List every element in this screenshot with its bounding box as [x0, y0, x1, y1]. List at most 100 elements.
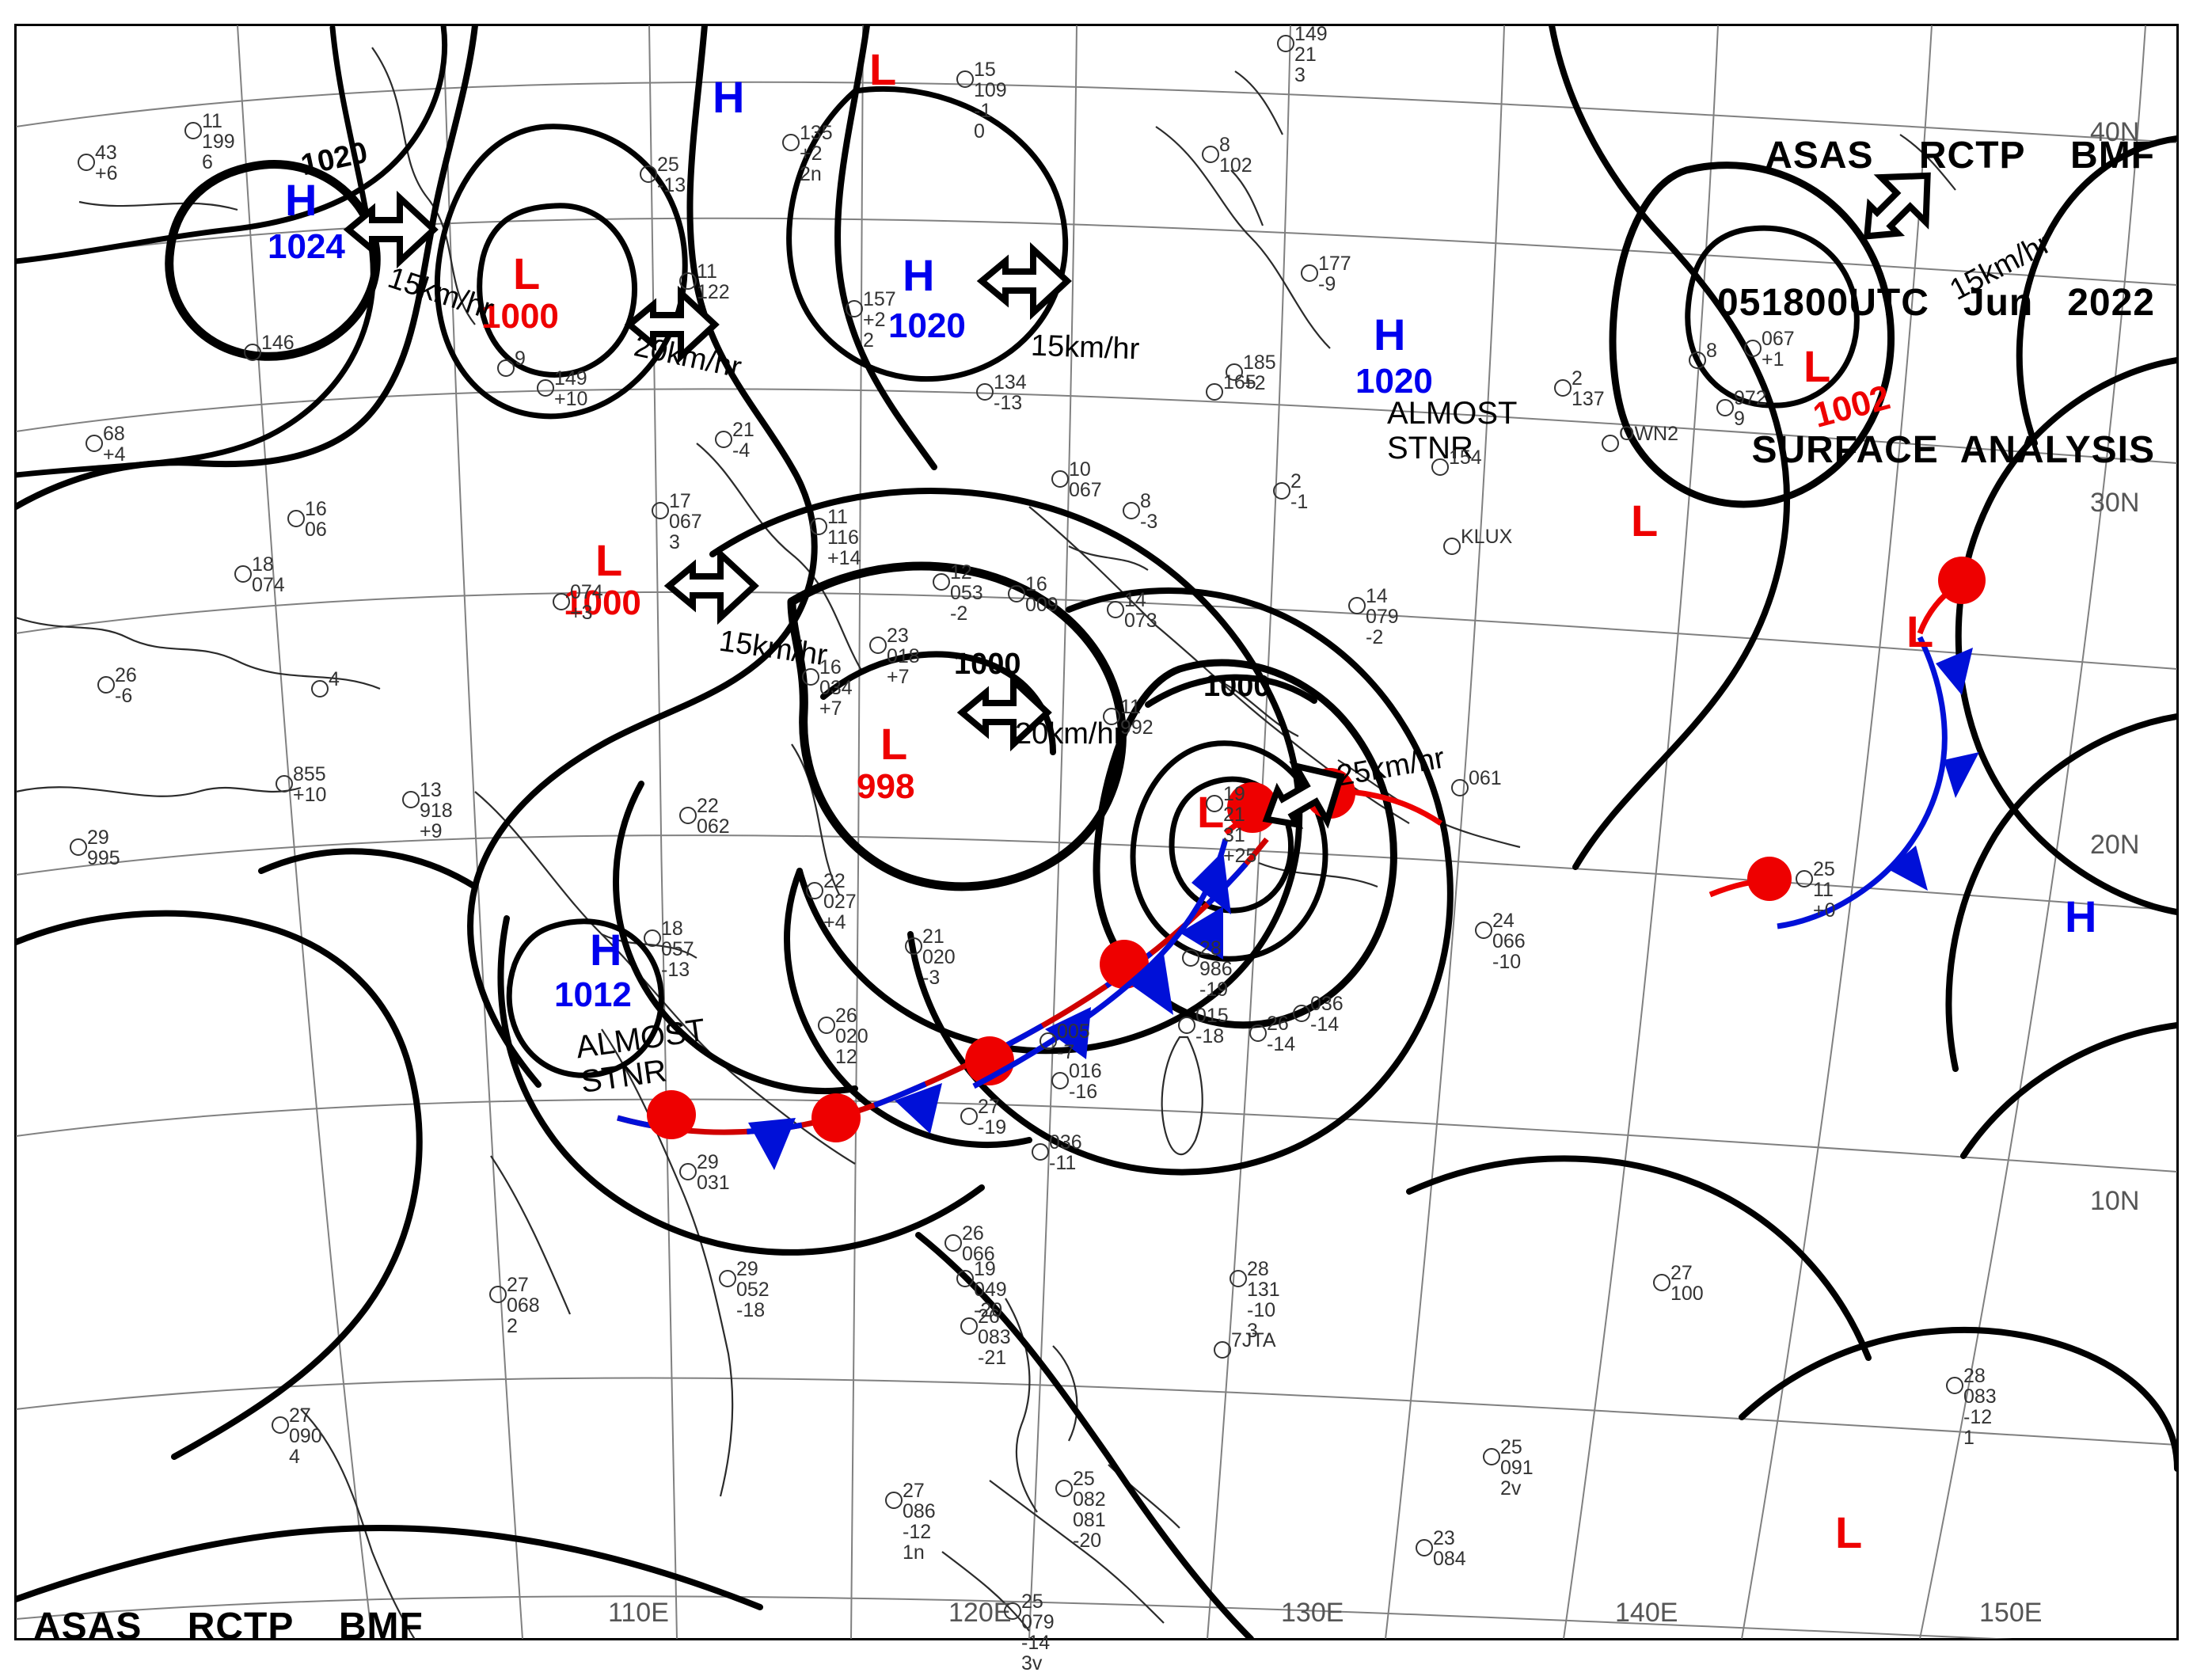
low-value-998: 998 — [857, 767, 915, 806]
station-plot: 2 -1 — [1290, 470, 1309, 513]
station-plot: 28 083 -12 1 — [1963, 1365, 1997, 1449]
station-plot: 061 — [1469, 767, 1502, 789]
station-plot: 24 066 -10 — [1492, 910, 1526, 973]
station-plot: 25 082 081 -20 — [1073, 1468, 1106, 1552]
station-plot: 27 090 4 — [289, 1404, 322, 1468]
station-plot: 074 +3 — [570, 581, 603, 624]
station-plot: 16 06 — [305, 498, 327, 541]
station-circle-icon — [810, 518, 827, 535]
station-plot: 036 -14 — [1310, 993, 1344, 1036]
station-plot: 185 +2 — [1243, 352, 1276, 394]
lon-label-110e: 110E — [608, 1598, 669, 1628]
station-plot: 11 992 — [1120, 696, 1154, 739]
station-circle-icon — [1716, 399, 1734, 416]
station-circle-icon — [272, 1416, 289, 1434]
station-plot: 855 +10 — [293, 763, 327, 806]
station-plot: 11 116 +14 — [827, 506, 861, 569]
station-circle-icon — [719, 1270, 736, 1287]
low-center-pacific-n: L — [1631, 496, 1659, 545]
station-plot: 26 083 -21 — [978, 1306, 1011, 1369]
station-circle-icon — [640, 165, 657, 183]
station-plot: 154 — [1449, 447, 1482, 469]
lat-label-20n: 20N — [2090, 830, 2140, 860]
station-plot: 29 031 — [697, 1151, 730, 1194]
station-circle-icon — [1348, 597, 1366, 614]
high-center-pacific-s: H — [2065, 891, 2097, 941]
station-plot: 27 100 — [1670, 1262, 1704, 1305]
station-circle-icon — [1451, 779, 1469, 796]
station-plot: 11 199 6 — [202, 110, 235, 173]
station-plot: 25 079 -14 3v — [1021, 1591, 1055, 1674]
low-center-pacific-se: L — [1835, 1507, 1863, 1557]
station-circle-icon — [1123, 502, 1140, 519]
high-center-1012: H — [590, 925, 622, 975]
station-circle-icon — [818, 1017, 835, 1034]
station-circle-icon — [905, 937, 922, 955]
high-center-1024: H — [285, 175, 317, 225]
station-plot: 27 086 -12 1n — [903, 1480, 936, 1564]
station-circle-icon — [184, 122, 202, 139]
low-center-998: L — [880, 719, 908, 769]
station-circle-icon — [802, 668, 819, 686]
station-plot: OWN2 — [1619, 423, 1678, 445]
station-circle-icon — [1249, 1024, 1267, 1042]
header-title-block: ASAS RCTP BMF 051800UTC Jun 2022 SURFACE… — [1717, 33, 2155, 573]
station-plot: 036 -11 — [1049, 1131, 1082, 1174]
station-plot: 015 -18 — [1195, 1005, 1229, 1047]
station-plot: 12 053 -2 — [950, 561, 983, 625]
high-value-1020-north: 1020 — [888, 306, 966, 345]
station-plot: 157 +2 2 — [863, 288, 896, 352]
low-center-1002: L — [1803, 341, 1831, 391]
lat-label-40n: 40N — [2090, 117, 2140, 147]
footer-line-1: ASAS RCTP BMF — [33, 1606, 424, 1648]
low-center-1000-mid: L — [595, 535, 623, 585]
station-circle-icon — [1602, 435, 1619, 452]
station-circle-icon — [276, 775, 293, 792]
station-plot: 2 137 — [1572, 367, 1605, 410]
station-plot: 27 -19 — [978, 1096, 1007, 1138]
station-circle-icon — [1032, 1143, 1049, 1161]
header-line-2: 051800UTC Jun 2022 — [1717, 282, 2155, 324]
station-circle-icon — [489, 1286, 507, 1303]
station-plot: 14 073 — [1124, 589, 1157, 632]
station-circle-icon — [1653, 1274, 1670, 1291]
station-plot: 8 -3 — [1140, 490, 1158, 533]
lon-label-130e: 130E — [1281, 1598, 1344, 1628]
cold-front-central — [972, 838, 1231, 1089]
lon-label-140e: 140E — [1615, 1598, 1678, 1628]
station-circle-icon — [846, 300, 863, 317]
low-center-north: L — [869, 44, 897, 94]
station-plot: 25 -13 — [657, 154, 686, 196]
station-plot: 149 21 3 — [1294, 23, 1328, 86]
lat-label-10n: 10N — [2090, 1186, 2140, 1216]
station-plot: 29 995 — [87, 827, 120, 869]
station-circle-icon — [1431, 458, 1449, 476]
station-plot: 135 +2 2n — [800, 122, 833, 185]
station-circle-icon — [537, 379, 554, 397]
station-circle-icon — [679, 807, 697, 824]
station-circle-icon — [244, 344, 261, 361]
station-plot: 21 020 -3 — [922, 926, 956, 989]
station-plot: 29 052 -18 — [736, 1258, 770, 1321]
station-plot: 4 — [329, 668, 340, 690]
station-circle-icon — [1051, 470, 1069, 488]
station-plot: 28 131 -10 3 — [1247, 1258, 1280, 1342]
station-circle-icon — [1103, 708, 1120, 725]
station-plot: 21 -4 — [732, 419, 754, 462]
station-plot: 18 057 -13 — [661, 918, 694, 981]
high-center-north: H — [713, 72, 745, 122]
lat-label-30n: 30N — [2090, 488, 2140, 518]
station-plot: 146 — [261, 332, 295, 354]
station-circle-icon — [644, 929, 661, 947]
station-circle-icon — [944, 1234, 962, 1252]
station-circle-icon — [1293, 1005, 1310, 1022]
map-frame — [14, 24, 2179, 1640]
station-plot: 8 — [1706, 340, 1717, 362]
station-plot: 972 9 — [1734, 387, 1767, 430]
station-plot: 177 -9 — [1318, 253, 1351, 295]
station-circle-icon — [1107, 601, 1124, 618]
station-circle-icon — [97, 676, 115, 694]
station-circle-icon — [1475, 922, 1492, 939]
station-circle-icon — [1178, 1017, 1195, 1034]
station-circle-icon — [679, 1163, 697, 1180]
